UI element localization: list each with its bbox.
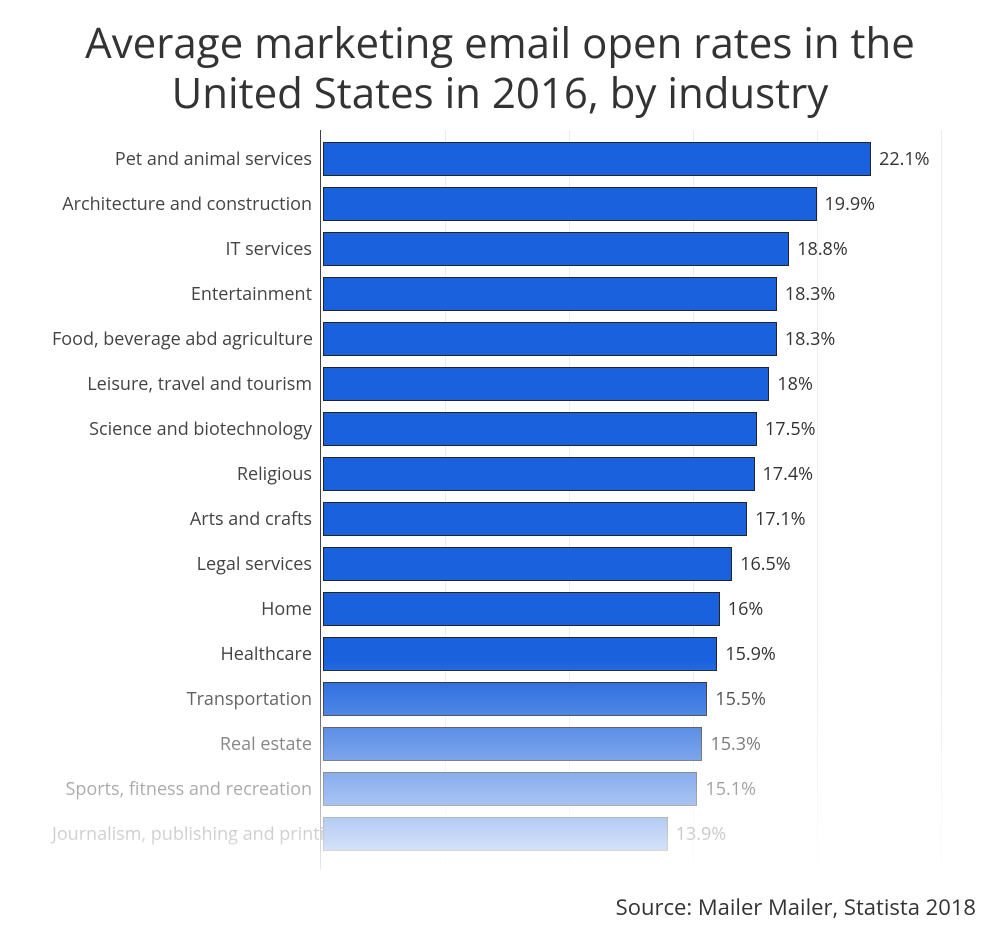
category-label: Leisure, travel and tourism — [52, 372, 312, 396]
category-label: Science and biotechnology — [52, 417, 312, 441]
bar-row: Arts and crafts17.1% — [321, 502, 940, 536]
value-label: 15.5% — [715, 687, 765, 711]
bar-row: Leisure, travel and tourism18% — [321, 367, 940, 401]
bar — [323, 772, 697, 806]
category-label: Transportation — [52, 687, 312, 711]
gridline — [941, 130, 942, 870]
category-label: Arts and crafts — [52, 507, 312, 531]
value-label: 19.9% — [825, 192, 875, 216]
bar — [323, 817, 668, 851]
value-label: 16% — [728, 597, 763, 621]
value-label: 17.4% — [763, 462, 813, 486]
bar — [323, 547, 732, 581]
source-attribution: Source: Mailer Mailer, Statista 2018 — [616, 892, 976, 922]
bar-row: Healthcare15.9% — [321, 637, 940, 671]
bar — [323, 637, 717, 671]
category-label: Religious — [52, 462, 312, 486]
bars-container: Pet and animal services22.1% Architecture… — [321, 130, 940, 870]
category-label: Pet and animal services — [52, 147, 312, 171]
bar-row: Entertainment18.3% — [321, 277, 940, 311]
chart-area: Pet and animal services22.1% Architecture… — [60, 130, 960, 890]
bar — [323, 412, 757, 446]
bar-row: Sports, fitness and recreation15.1% — [321, 772, 940, 806]
bar — [323, 367, 769, 401]
bar-row: Food, beverage abd agriculture18.3% — [321, 322, 940, 356]
bar-row: Real estate15.3% — [321, 727, 940, 761]
value-label: 15.9% — [725, 642, 775, 666]
value-label: 18.3% — [785, 327, 835, 351]
bar — [323, 502, 747, 536]
bar — [323, 187, 817, 221]
bar — [323, 682, 707, 716]
bar-row: Architecture and construction19.9% — [321, 187, 940, 221]
bar-row: IT services18.8% — [321, 232, 940, 266]
chart-title: Average marketing email open rates in th… — [0, 0, 1000, 129]
bar — [323, 457, 755, 491]
plot-region: Pet and animal services22.1% Architecture… — [320, 130, 940, 870]
category-label: Legal services — [52, 552, 312, 576]
value-label: 17.1% — [755, 507, 805, 531]
bar-row: Legal services16.5% — [321, 547, 940, 581]
bar-row: Pet and animal services22.1% — [321, 142, 940, 176]
bar — [323, 142, 871, 176]
bar-row: Religious17.4% — [321, 457, 940, 491]
category-label: Sports, fitness and recreation — [52, 777, 312, 801]
value-label: 15.3% — [710, 732, 760, 756]
bar — [323, 727, 702, 761]
value-label: 15.1% — [705, 777, 755, 801]
bar — [323, 322, 777, 356]
category-label: Journalism, publishing and printing — [52, 822, 312, 846]
value-label: 17.5% — [765, 417, 815, 441]
value-label: 18% — [777, 372, 812, 396]
value-label: 18.8% — [797, 237, 847, 261]
bar-row: Home16% — [321, 592, 940, 626]
bar — [323, 277, 777, 311]
value-label: 16.5% — [740, 552, 790, 576]
category-label: Home — [52, 597, 312, 621]
value-label: 13.9% — [676, 822, 726, 846]
bar — [323, 232, 789, 266]
bar-row: Journalism, publishing and printing13.9% — [321, 817, 940, 851]
category-label: Real estate — [52, 732, 312, 756]
bar — [323, 592, 720, 626]
category-label: Healthcare — [52, 642, 312, 666]
bar-row: Science and biotechnology17.5% — [321, 412, 940, 446]
category-label: Entertainment — [52, 282, 312, 306]
category-label: Food, beverage abd agriculture — [52, 327, 312, 351]
category-label: Architecture and construction — [52, 192, 312, 216]
value-label: 22.1% — [879, 147, 929, 171]
value-label: 18.3% — [785, 282, 835, 306]
bar-row: Transportation15.5% — [321, 682, 940, 716]
category-label: IT services — [52, 237, 312, 261]
